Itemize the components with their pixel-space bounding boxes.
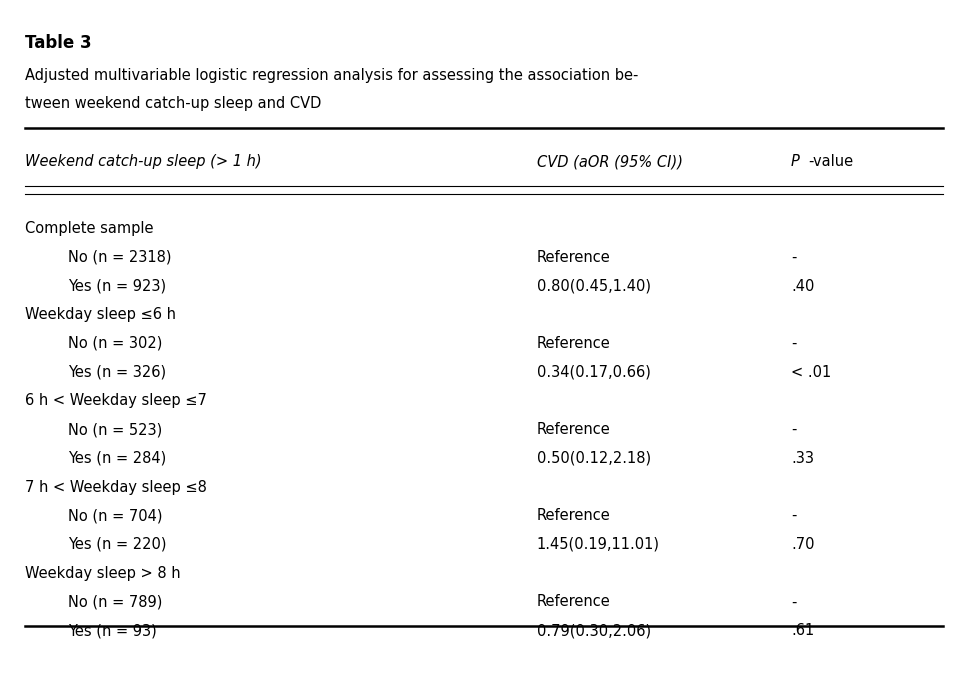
Text: Reference: Reference	[537, 422, 611, 437]
Text: .70: .70	[791, 537, 815, 552]
Text: CVD (aOR (95% CI)): CVD (aOR (95% CI))	[537, 154, 682, 170]
Text: Yes (n = 220): Yes (n = 220)	[69, 537, 166, 552]
Text: < .01: < .01	[791, 365, 832, 380]
Text: No (n = 789): No (n = 789)	[69, 594, 163, 609]
Text: Table 3: Table 3	[25, 34, 92, 52]
Text: .40: .40	[791, 279, 814, 293]
Text: -: -	[791, 336, 797, 351]
Text: No (n = 704): No (n = 704)	[69, 508, 163, 523]
Text: No (n = 2318): No (n = 2318)	[69, 250, 172, 265]
Text: Reference: Reference	[537, 508, 611, 523]
Text: 0.50(0.12,2.18): 0.50(0.12,2.18)	[537, 451, 650, 466]
Text: 7 h < Weekday sleep ≤8: 7 h < Weekday sleep ≤8	[25, 479, 207, 495]
Text: P: P	[791, 154, 800, 170]
Text: Yes (n = 326): Yes (n = 326)	[69, 365, 166, 380]
Text: 0.79(0.30,2.06): 0.79(0.30,2.06)	[537, 623, 650, 638]
Text: -: -	[791, 250, 797, 265]
Text: -value: -value	[808, 154, 854, 170]
Text: Complete sample: Complete sample	[25, 221, 154, 236]
Text: -: -	[791, 508, 797, 523]
Text: No (n = 302): No (n = 302)	[69, 336, 163, 351]
Text: Reference: Reference	[537, 594, 611, 609]
Text: 6 h < Weekday sleep ≤7: 6 h < Weekday sleep ≤7	[25, 393, 207, 408]
Text: Adjusted multivariable logistic regression analysis for assessing the associatio: Adjusted multivariable logistic regressi…	[25, 68, 639, 82]
Text: 0.34(0.17,0.66): 0.34(0.17,0.66)	[537, 365, 650, 380]
Text: Weekday sleep ≤6 h: Weekday sleep ≤6 h	[25, 308, 176, 322]
Text: .33: .33	[791, 451, 814, 466]
Text: Yes (n = 284): Yes (n = 284)	[69, 451, 166, 466]
Text: -: -	[791, 422, 797, 437]
Text: .61: .61	[791, 623, 814, 638]
Text: Reference: Reference	[537, 336, 611, 351]
Text: Yes (n = 93): Yes (n = 93)	[69, 623, 157, 638]
Text: Weekend catch-up sleep (> 1 h): Weekend catch-up sleep (> 1 h)	[25, 154, 262, 170]
Text: 1.45(0.19,11.01): 1.45(0.19,11.01)	[537, 537, 660, 552]
Text: tween weekend catch-up sleep and CVD: tween weekend catch-up sleep and CVD	[25, 96, 321, 112]
Text: 0.80(0.45,1.40): 0.80(0.45,1.40)	[537, 279, 650, 293]
Text: Reference: Reference	[537, 250, 611, 265]
Text: Yes (n = 923): Yes (n = 923)	[69, 279, 166, 293]
Text: Weekday sleep > 8 h: Weekday sleep > 8 h	[25, 566, 181, 581]
Text: -: -	[791, 594, 797, 609]
Text: No (n = 523): No (n = 523)	[69, 422, 163, 437]
